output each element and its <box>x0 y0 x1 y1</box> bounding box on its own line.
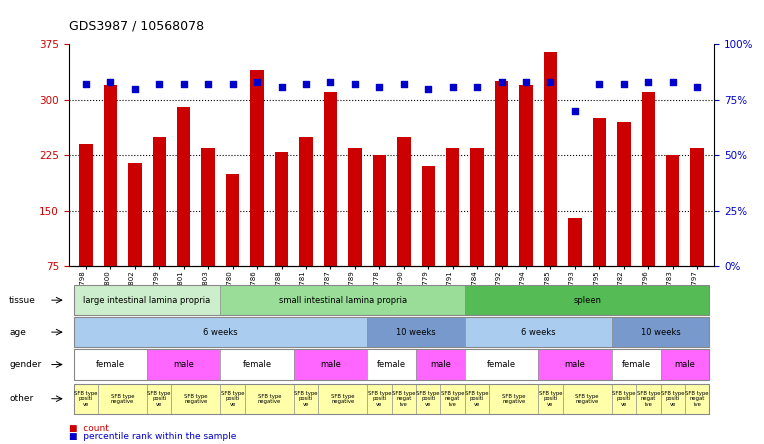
Bar <box>544 52 557 266</box>
Bar <box>642 92 655 266</box>
Text: female: female <box>377 360 406 369</box>
Bar <box>520 85 533 266</box>
Bar <box>568 218 581 266</box>
Bar <box>79 144 92 266</box>
Text: age: age <box>9 328 26 337</box>
Point <box>520 79 533 86</box>
Text: male: male <box>320 360 341 369</box>
Text: 10 weeks: 10 weeks <box>641 328 681 337</box>
Text: gender: gender <box>9 360 41 369</box>
Point <box>299 81 312 88</box>
Point <box>594 81 606 88</box>
Bar <box>104 85 117 266</box>
Point <box>496 79 508 86</box>
Bar <box>446 148 459 266</box>
Point <box>643 79 655 86</box>
Text: small intestinal lamina propria: small intestinal lamina propria <box>279 296 406 305</box>
Text: SFB type
negative: SFB type negative <box>184 393 208 404</box>
Text: SFB type
negative: SFB type negative <box>502 393 526 404</box>
Text: SFB type
positi
ve: SFB type positi ve <box>612 391 636 407</box>
Text: SFB type
negat
ive: SFB type negat ive <box>441 391 465 407</box>
Bar <box>128 163 141 266</box>
Bar <box>422 166 435 266</box>
Text: SFB type
negative: SFB type negative <box>257 393 281 404</box>
Point <box>667 79 679 86</box>
Point <box>398 81 410 88</box>
Text: ■  count: ■ count <box>69 424 108 433</box>
Text: SFB type
positi
ve: SFB type positi ve <box>416 391 440 407</box>
Text: 10 weeks: 10 weeks <box>396 328 436 337</box>
Point <box>422 85 435 92</box>
Text: SFB type
positi
ve: SFB type positi ve <box>294 391 318 407</box>
Bar <box>373 155 386 266</box>
Bar <box>691 148 704 266</box>
Text: GDS3987 / 10568078: GDS3987 / 10568078 <box>69 20 204 33</box>
Text: SFB type
positi
ve: SFB type positi ve <box>147 391 171 407</box>
Point <box>104 79 116 86</box>
Point <box>202 81 214 88</box>
Bar <box>275 152 288 266</box>
Text: female: female <box>622 360 651 369</box>
Text: male: male <box>675 360 695 369</box>
Point <box>447 83 459 90</box>
Text: 6 weeks: 6 weeks <box>203 328 238 337</box>
Point <box>373 83 385 90</box>
Point <box>324 79 336 86</box>
Text: SFB type
negative: SFB type negative <box>111 393 134 404</box>
Text: SFB type
positi
ve: SFB type positi ve <box>74 391 98 407</box>
Text: male: male <box>430 360 451 369</box>
Bar <box>348 148 361 266</box>
Text: SFB type
positi
ve: SFB type positi ve <box>221 391 244 407</box>
Text: spleen: spleen <box>573 296 601 305</box>
Point <box>569 107 581 115</box>
Bar <box>397 137 410 266</box>
Point <box>275 83 287 90</box>
Text: SFB type
negative: SFB type negative <box>331 393 354 404</box>
Text: SFB type
positi
ve: SFB type positi ve <box>367 391 391 407</box>
Text: male: male <box>173 360 194 369</box>
Bar <box>617 122 630 266</box>
Bar <box>471 148 484 266</box>
Text: ■  percentile rank within the sample: ■ percentile rank within the sample <box>69 432 236 440</box>
Bar <box>324 92 337 266</box>
Point <box>545 79 557 86</box>
Text: SFB type
positi
ve: SFB type positi ve <box>465 391 489 407</box>
Point <box>128 85 141 92</box>
Text: SFB type
negat
ive: SFB type negat ive <box>685 391 709 407</box>
Text: SFB type
negative: SFB type negative <box>575 393 599 404</box>
Bar <box>666 155 679 266</box>
Bar <box>299 137 312 266</box>
Text: tissue: tissue <box>9 296 36 305</box>
Point <box>79 81 92 88</box>
Text: female: female <box>96 360 125 369</box>
Bar <box>495 81 508 266</box>
Point <box>471 83 484 90</box>
Bar <box>593 119 606 266</box>
Text: other: other <box>9 394 34 403</box>
Bar <box>177 107 190 266</box>
Text: SFB type
negat
ive: SFB type negat ive <box>392 391 416 407</box>
Bar <box>226 174 239 266</box>
Text: SFB type
positi
ve: SFB type positi ve <box>539 391 562 407</box>
Point <box>153 81 165 88</box>
Point <box>618 81 630 88</box>
Text: 6 weeks: 6 weeks <box>521 328 555 337</box>
Point <box>691 83 704 90</box>
Text: female: female <box>487 360 516 369</box>
Text: SFB type
negat
ive: SFB type negat ive <box>636 391 660 407</box>
Bar <box>153 137 166 266</box>
Point <box>177 81 189 88</box>
Bar <box>251 70 264 266</box>
Text: male: male <box>565 360 585 369</box>
Point <box>348 81 361 88</box>
Bar <box>202 148 215 266</box>
Point <box>226 81 238 88</box>
Text: large intestinal lamina propria: large intestinal lamina propria <box>83 296 211 305</box>
Text: female: female <box>242 360 272 369</box>
Text: SFB type
positi
ve: SFB type positi ve <box>661 391 685 407</box>
Point <box>251 79 263 86</box>
